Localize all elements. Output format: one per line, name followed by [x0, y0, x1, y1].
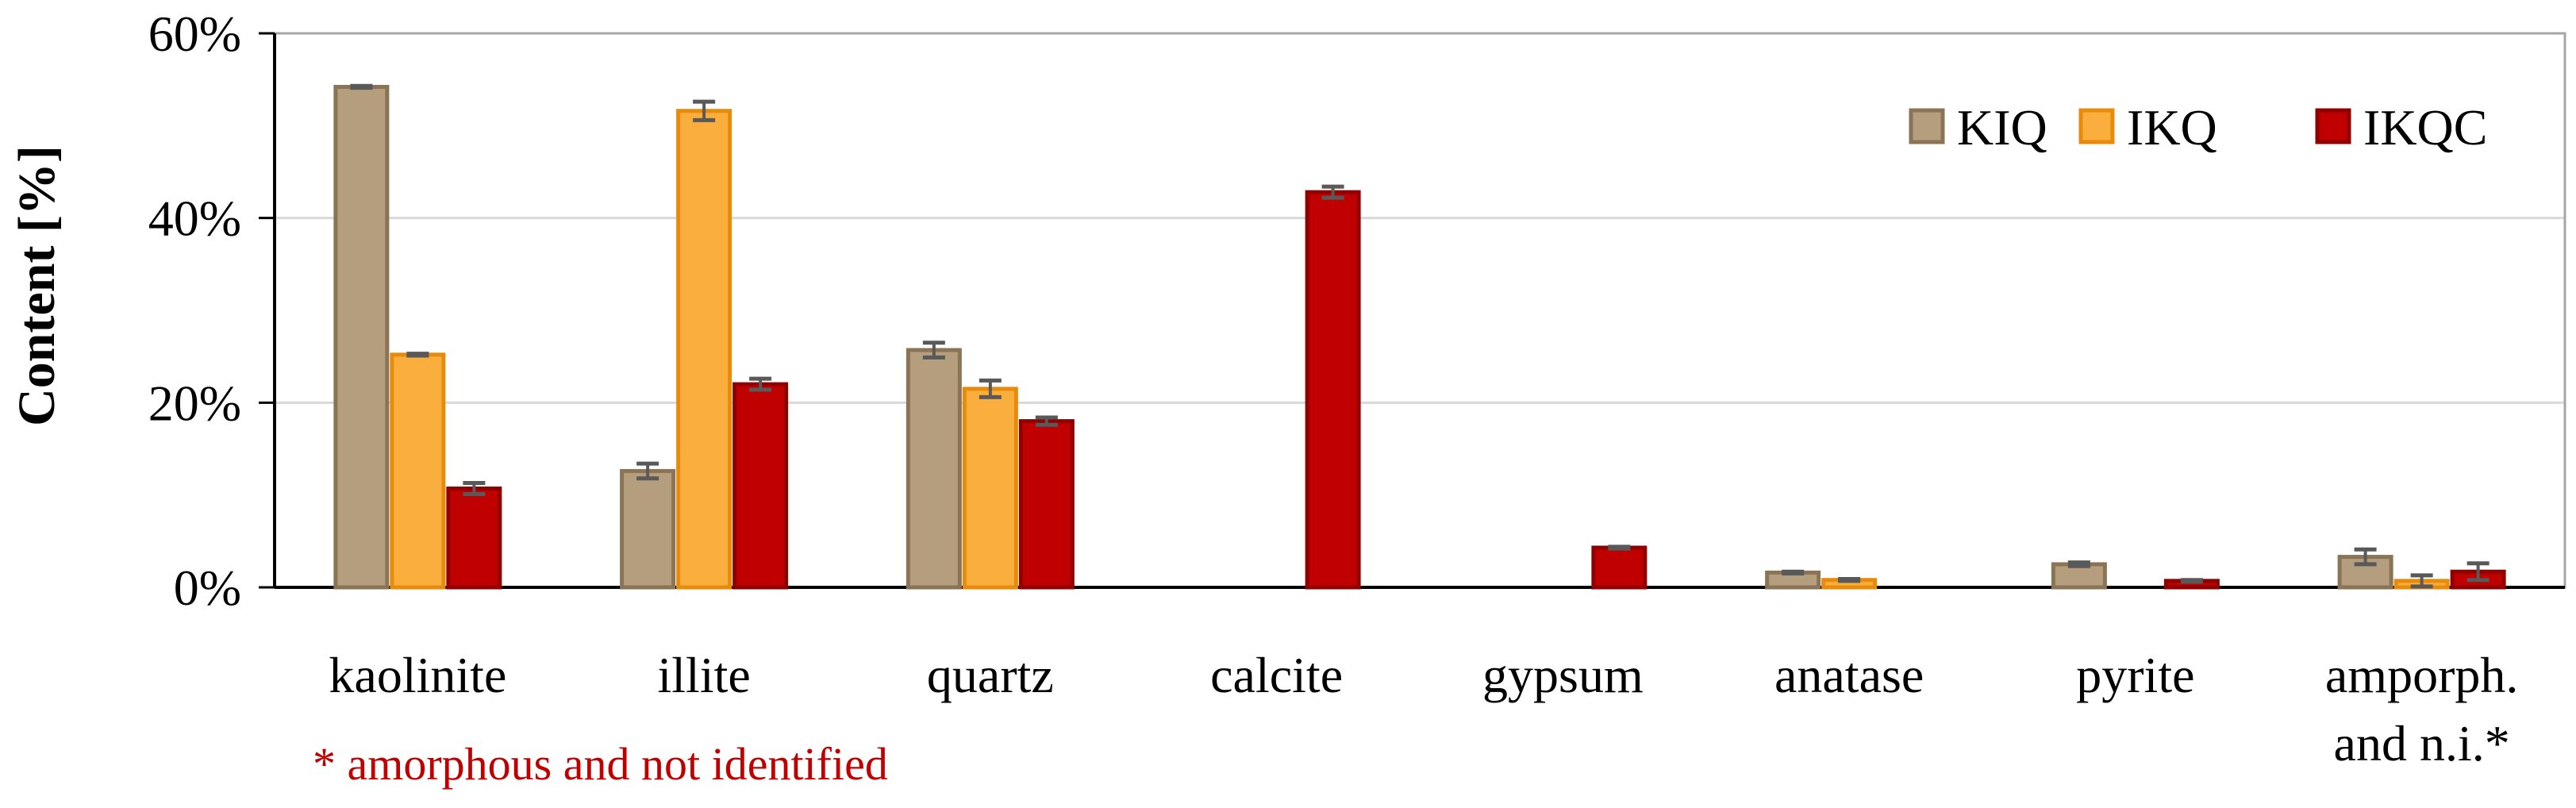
x-tick-label: and n.i.* [2334, 715, 2510, 771]
legend-swatch-kiq [1909, 108, 1945, 144]
bar-ikqc [732, 382, 789, 590]
legend-swatch-ikq [2078, 108, 2115, 144]
bar-ikqc [1591, 545, 1647, 590]
x-tick-label: illite [657, 647, 750, 703]
x-tick-label: pyrite [2076, 647, 2194, 703]
x-tick-label: calcite [1210, 647, 1343, 703]
bars [333, 84, 2506, 590]
y-tick-label: 0% [174, 560, 241, 616]
x-tick-label: quartz [927, 647, 1054, 703]
plot-area-border [273, 32, 2566, 589]
x-axis-labels: kaolinite illite quartz calcite gypsum anatas… [329, 647, 2518, 771]
y-tick-label: 20% [148, 375, 241, 431]
y-tick-label: 60% [148, 6, 241, 62]
gridlines [275, 217, 2565, 404]
y-axis-ticks: 0% 20% 40% 60% [148, 6, 2565, 616]
x-tick-label: gypsum [1482, 647, 1644, 703]
footnote: * amorphous and not identified [313, 738, 888, 790]
legend-label-kiq: KIQ [1957, 99, 2047, 156]
bar-kiq [905, 348, 962, 590]
x-tick-label: amporph. [2325, 647, 2519, 703]
bar-ikq [962, 387, 1018, 590]
y-tick-label: 40% [148, 190, 241, 247]
legend-label-ikq: IKQ [2127, 99, 2217, 156]
bar-ikq [390, 352, 446, 590]
bar-ikqc [1305, 190, 1361, 590]
y-axis-label: Content [%] [8, 145, 66, 426]
legend-label-ikqc: IKQC [2363, 99, 2487, 156]
legend-swatch-ikqc [2315, 108, 2351, 144]
bar-kiq [620, 468, 676, 590]
legend: KIQ IKQ IKQC [1909, 99, 2487, 156]
bar-kiq [333, 84, 390, 590]
bar-ikqc [446, 487, 502, 590]
x-tick-label: anatase [1774, 647, 1924, 703]
bar-ikqc [1018, 419, 1075, 590]
error-bars [350, 83, 2489, 589]
bar-ikq [676, 109, 732, 590]
x-tick-label: kaolinite [329, 647, 506, 703]
